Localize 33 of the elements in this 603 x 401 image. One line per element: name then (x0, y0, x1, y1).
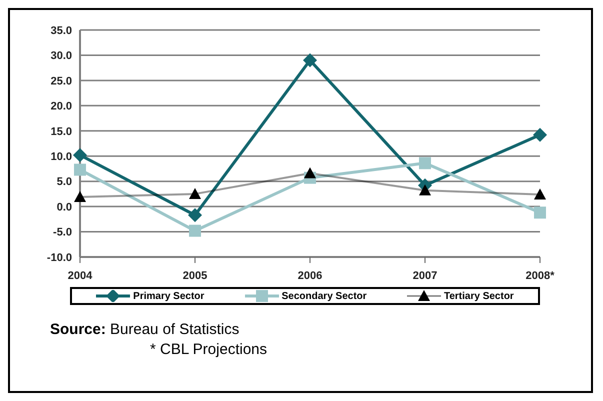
x-tick-label: 2007 (412, 270, 438, 282)
x-tick-label: 2008* (526, 270, 556, 282)
x-tick-label: 2006 (298, 270, 322, 282)
y-tick-label: 0.0 (56, 201, 72, 214)
legend-label: Primary Sector (132, 290, 204, 302)
point (303, 53, 317, 68)
legend-label: Secondary Sector (280, 290, 367, 302)
text: * CBL Projections (149, 340, 267, 360)
y-tick-label: 35.0 (50, 24, 72, 37)
point (189, 188, 201, 199)
point (419, 157, 431, 170)
point (189, 224, 201, 237)
x-tick-label: 2004 (68, 270, 94, 282)
y-tick-label: -10.0 (46, 252, 72, 264)
point (419, 184, 431, 196)
point (533, 128, 547, 142)
y-tick-label: 5.0 (56, 176, 72, 188)
point (534, 188, 546, 200)
y-tick-label: 25.0 (50, 75, 72, 88)
y-tick-label: 30.0 (50, 50, 72, 62)
y-tick-label: -5.0 (53, 226, 72, 239)
point (73, 148, 87, 162)
point (74, 190, 86, 202)
legend-label: Tertiary Sector (442, 290, 514, 302)
point (74, 164, 86, 176)
point (304, 167, 316, 178)
y-tick-label: 15.0 (50, 126, 72, 138)
point (188, 208, 202, 222)
y-tick-label: 10.0 (50, 151, 72, 164)
x-tick-label: 2005 (182, 270, 208, 282)
y-tick-label: 20.0 (50, 100, 72, 113)
point (534, 206, 546, 219)
source-note: Source: Bureau of Statistics (50, 320, 240, 340)
